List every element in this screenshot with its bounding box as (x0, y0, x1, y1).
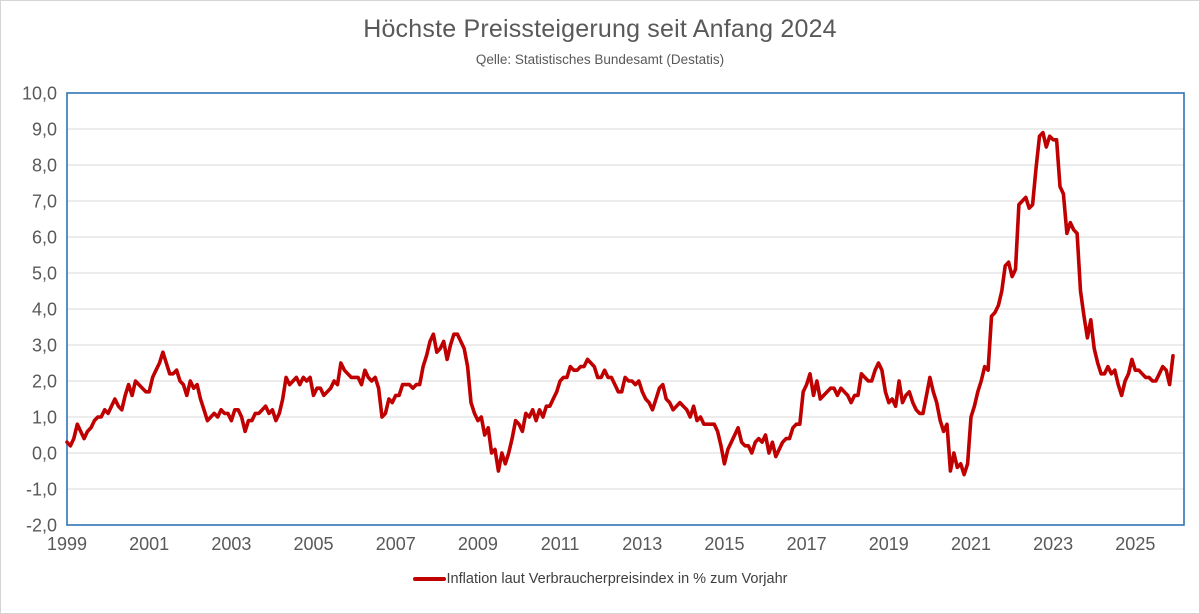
y-tick-label: 8,0 (32, 156, 57, 176)
x-tick-label: 2017 (787, 534, 827, 554)
y-tick-label: 0,0 (32, 444, 57, 464)
y-tick-label: 6,0 (32, 228, 57, 248)
chart-subtitle: Qelle: Statistisches Bundesamt (Destatis… (475, 52, 725, 67)
x-tick-label: 2005 (294, 534, 334, 554)
y-tick-label: 10,0 (22, 84, 57, 104)
y-tick-label: -2,0 (26, 516, 57, 536)
y-tick-label: 1,0 (32, 408, 57, 428)
x-tick-label: 2007 (376, 534, 416, 554)
x-tick-label: 1999 (47, 534, 87, 554)
y-tick-label: 5,0 (32, 264, 57, 284)
legend-label: Inflation laut Verbraucherpreisindex in … (446, 571, 788, 587)
x-tick-label: 2009 (458, 534, 498, 554)
y-tick-label: 9,0 (32, 120, 57, 140)
inflation-line (65, 130, 1175, 477)
x-tick-label: 2003 (211, 534, 251, 554)
x-tick-label: 2013 (622, 534, 662, 554)
x-tick-label: 2021 (951, 534, 991, 554)
y-tick-label: 2,0 (32, 372, 57, 392)
y-tick-label: 3,0 (32, 336, 57, 356)
legend-line-marker-icon (412, 577, 446, 581)
legend: Inflation laut Verbraucherpreisindex in … (1, 571, 1199, 587)
x-tick-label: 2025 (1115, 534, 1155, 554)
x-tick-label: 2023 (1033, 534, 1073, 554)
chart-title: Höchste Preissteigerung seit Anfang 2024 (363, 15, 837, 43)
y-tick-label: 7,0 (32, 192, 57, 212)
plot-border (66, 92, 1185, 526)
y-tick-label: -1,0 (26, 480, 57, 500)
x-tick-label: 2015 (704, 534, 744, 554)
x-tick-label: 2011 (541, 534, 580, 554)
x-tick-label: 2001 (129, 534, 169, 554)
y-tick-label: 4,0 (32, 300, 57, 320)
x-tick-label: 2019 (869, 534, 909, 554)
